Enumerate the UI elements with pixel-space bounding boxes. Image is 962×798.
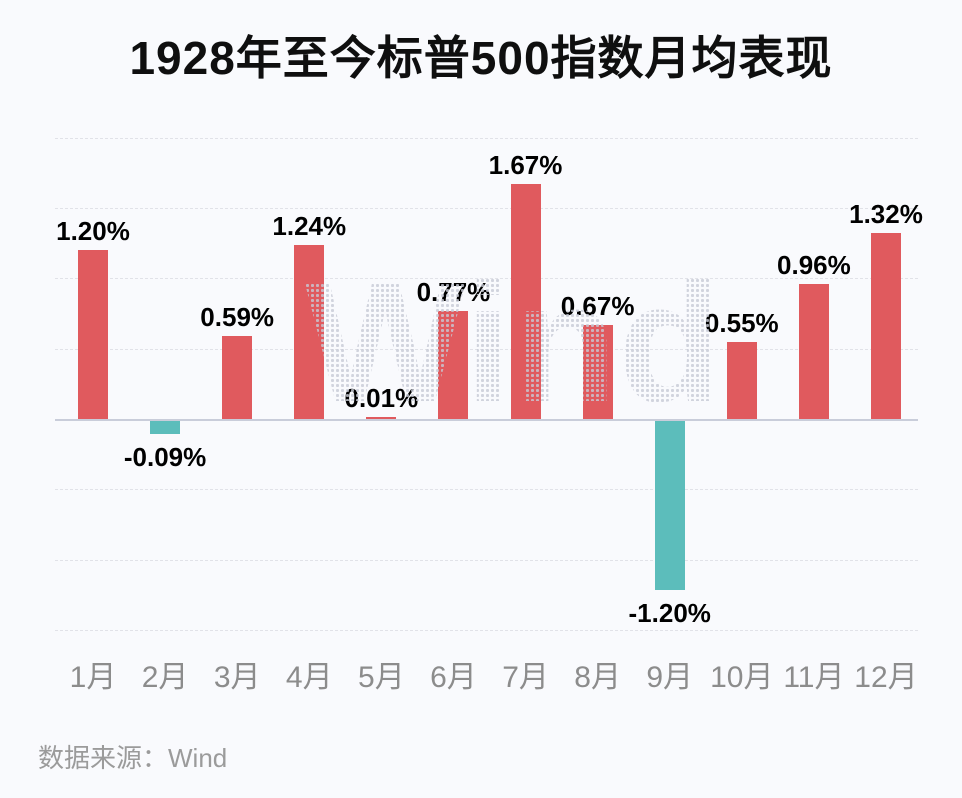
gridline — [55, 278, 918, 280]
bar-11月 — [798, 284, 829, 419]
bar-8月 — [582, 324, 613, 419]
gridline — [55, 629, 918, 631]
bar-6月 — [438, 310, 469, 419]
gridline — [55, 489, 918, 491]
bar-12月 — [870, 233, 901, 419]
gridline — [55, 559, 918, 561]
x-axis-label: 9月 — [646, 661, 694, 694]
bar-value-label: -0.09% — [123, 441, 207, 472]
x-axis-label: 3月 — [213, 661, 261, 694]
bar-value-label: 1.20% — [56, 216, 130, 247]
x-axis-label: 2月 — [141, 661, 189, 694]
bar-chart: 1.20% 1月 -0.09% 2月 0.59% 3月 1.24% 4月 0.01% 5月 0.77… — [55, 100, 923, 700]
bar-value-label: 1.24% — [272, 210, 347, 241]
x-axis-label: 4月 — [285, 661, 333, 694]
x-axis-label: 5月 — [358, 661, 405, 694]
bar-9月 — [654, 421, 685, 590]
bar-2月 — [150, 421, 181, 434]
data-source-caption: 数据来源：Wind — [38, 743, 228, 773]
x-axis-label: 6月 — [430, 661, 477, 694]
x-axis-label: 11月 — [783, 661, 845, 694]
x-axis-label: 7月 — [502, 661, 549, 694]
x-axis-label: 10月 — [710, 661, 774, 694]
bar-3月 — [222, 336, 253, 419]
x-axis-label: 8月 — [574, 661, 621, 694]
bar-value-label: 0.67% — [560, 290, 635, 321]
gridline — [55, 348, 918, 350]
bar-value-label: 0.77% — [416, 276, 491, 307]
bar-4月 — [294, 244, 325, 419]
chart-title: 1928年至今标普500指数月均表现 — [129, 32, 833, 84]
bar-7月 — [510, 184, 541, 419]
gridline — [55, 137, 918, 139]
bar-value-label: 0.55% — [704, 307, 779, 338]
bar-value-label: 1.32% — [849, 199, 923, 230]
bar-value-label: 0.59% — [200, 302, 275, 333]
x-axis-label: 1月 — [69, 661, 117, 694]
x-axis-line — [55, 419, 918, 421]
bar-value-label: 1.67% — [488, 150, 563, 181]
bar-10月 — [726, 341, 757, 419]
x-axis-label: 12月 — [854, 661, 918, 694]
bar-value-label: 0.96% — [777, 250, 851, 281]
bar-1月 — [78, 250, 108, 419]
bar-value-label: -1.20% — [628, 597, 711, 628]
gridline — [55, 208, 918, 210]
bar-5月 — [366, 416, 397, 419]
bar-value-label: 0.01% — [344, 382, 419, 413]
